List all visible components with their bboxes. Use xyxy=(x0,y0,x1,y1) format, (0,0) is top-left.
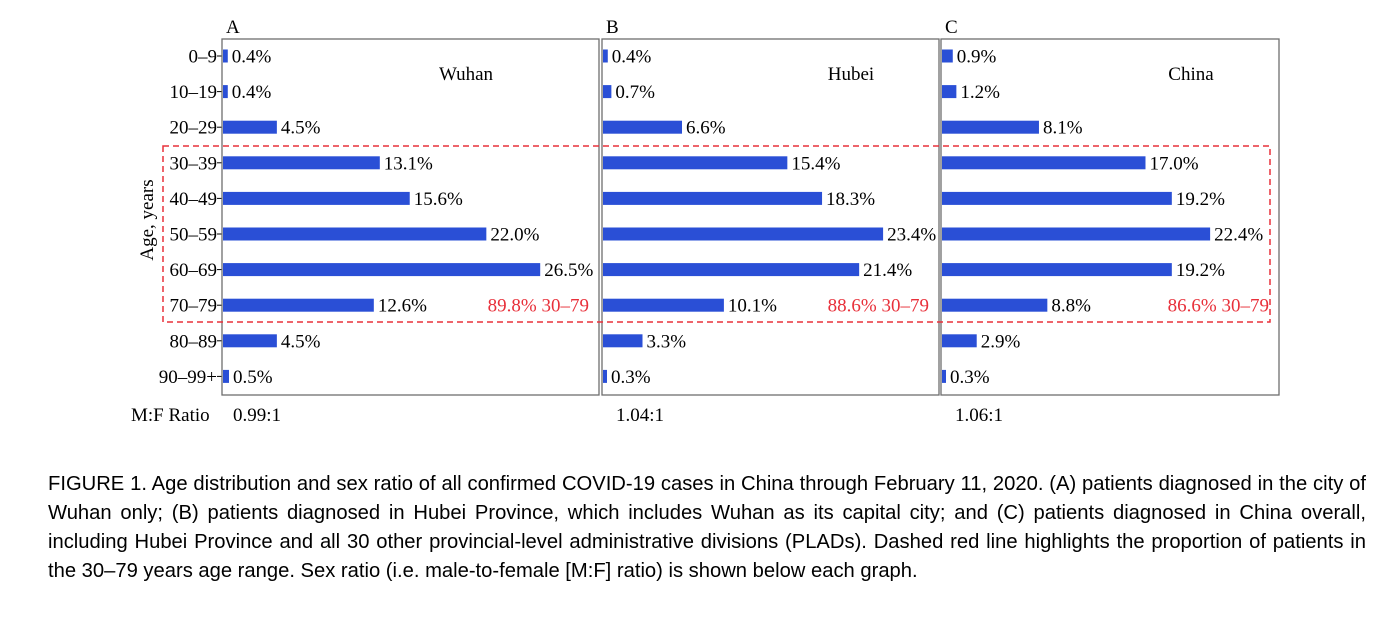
bar xyxy=(603,120,683,134)
chart-panels: A Wuhan 0.4% 0.4% 4.5% 13.1% 15.6% 22.0%26.5% 12… xyxy=(221,17,1280,426)
bar xyxy=(223,156,380,170)
bar xyxy=(603,85,612,99)
age-tick-label: 90–99+ xyxy=(159,367,217,388)
bar-value-label: 12.6% xyxy=(378,296,427,317)
bar-value-label: 22.4% xyxy=(1214,225,1263,246)
bar-value-label: 10.1% xyxy=(728,296,777,317)
bar-value-label: 4.5% xyxy=(281,118,321,139)
highlight-annotation: 88.6% 30–79 xyxy=(828,296,929,317)
panel-letter: B xyxy=(606,17,619,38)
bar-value-label: 13.1% xyxy=(384,153,433,174)
age-tick-label: 30–39 xyxy=(170,153,218,174)
bar xyxy=(223,120,277,134)
bar xyxy=(223,263,541,277)
bar-value-label: 0.4% xyxy=(232,47,272,68)
bar-value-label: 0.4% xyxy=(232,82,272,103)
y-axis-title: Age, years xyxy=(137,179,158,260)
mf-ratio-value: 1.04:1 xyxy=(616,405,664,426)
bar xyxy=(603,369,607,383)
bar-value-label: 3.3% xyxy=(647,331,687,352)
bar xyxy=(223,369,229,383)
bar xyxy=(603,227,884,241)
bar-value-label: 0.4% xyxy=(612,47,652,68)
bar-value-label: 26.5% xyxy=(544,260,593,281)
bar xyxy=(942,191,1172,205)
age-tick-label: 60–69 xyxy=(170,260,218,281)
age-tick-label: 80–89 xyxy=(170,331,218,352)
mf-ratio-label: M:F Ratio xyxy=(131,405,210,426)
panel-frame xyxy=(940,38,1280,396)
bar xyxy=(942,227,1211,241)
bar-value-label: 23.4% xyxy=(887,225,936,246)
bar xyxy=(942,156,1146,170)
bar xyxy=(603,334,643,348)
age-tick-label: 70–79 xyxy=(170,296,218,317)
bar-value-label: 2.9% xyxy=(981,331,1021,352)
highlight-annotation: 86.6% 30–79 xyxy=(1168,296,1269,317)
bar xyxy=(942,369,946,383)
panel-frame xyxy=(601,38,940,396)
highlight-30-79-box xyxy=(162,145,1271,323)
bar-value-label: 18.3% xyxy=(826,189,875,210)
age-distribution-figure: Age, years 0–9 10–19 20–29 30–39 40–49 50–59 6… xyxy=(131,17,1280,426)
mf-ratio-value: 1.06:1 xyxy=(955,405,1003,426)
mf-ratio-value: 0.99:1 xyxy=(233,405,281,426)
bar xyxy=(603,298,724,312)
bar xyxy=(223,85,228,99)
panel-frame xyxy=(221,38,600,396)
age-tick-label: 50–59 xyxy=(170,225,218,246)
bar xyxy=(942,263,1172,277)
bar xyxy=(942,334,977,348)
bar xyxy=(603,263,860,277)
bar xyxy=(942,49,953,63)
bar xyxy=(942,85,957,99)
bar-value-label: 15.4% xyxy=(791,153,840,174)
panel-c: C China 0.9% 1.2% 8.1% 17.0% 19.2% 22.4% 19.2% 8.… xyxy=(940,17,1280,426)
bar xyxy=(603,191,823,205)
panel-a: A Wuhan 0.4% 0.4% 4.5% 13.1% 15.6% 22.0%26.5% 12… xyxy=(221,17,600,426)
panel-region-label: Hubei xyxy=(828,64,874,85)
bar xyxy=(603,49,608,63)
bar-value-label: 0.5% xyxy=(233,367,273,388)
figure-caption: FIGURE 1. Age distribution and sex ratio… xyxy=(48,473,1366,582)
bar xyxy=(603,156,788,170)
age-tick-labels: 0–9 10–19 20–29 30–39 40–49 50–59 60–69 70–79 80… xyxy=(159,47,222,388)
panel-letter: C xyxy=(945,17,958,38)
bar xyxy=(223,298,374,312)
bar-value-label: 19.2% xyxy=(1176,260,1225,281)
bar xyxy=(942,298,1048,312)
bar-value-label: 6.6% xyxy=(686,118,726,139)
bar-value-label: 8.1% xyxy=(1043,118,1083,139)
bar-value-label: 19.2% xyxy=(1176,189,1225,210)
bar-value-label: 0.9% xyxy=(957,47,997,68)
panel-b: B Hubei 0.4% 0.7% 6.6% 15.4% 18.3% 23.4% 21.4% 10… xyxy=(601,17,940,426)
bar xyxy=(223,334,277,348)
bar-value-label: 0.7% xyxy=(615,82,655,103)
age-tick-label: 10–19 xyxy=(170,82,218,103)
bar xyxy=(223,191,410,205)
bar xyxy=(223,227,487,241)
bar-value-label: 17.0% xyxy=(1149,153,1198,174)
bar xyxy=(942,120,1039,134)
bar-value-label: 21.4% xyxy=(863,260,912,281)
bar-value-label: 0.3% xyxy=(950,367,990,388)
panel-region-label: China xyxy=(1168,64,1214,85)
age-tick-label: 0–9 xyxy=(189,47,218,68)
bar-value-label: 1.2% xyxy=(960,82,1000,103)
bar-value-label: 22.0% xyxy=(490,225,539,246)
bar-value-label: 15.6% xyxy=(414,189,463,210)
bar-value-label: 0.3% xyxy=(611,367,651,388)
bar xyxy=(223,49,228,63)
age-tick-label: 20–29 xyxy=(170,118,218,139)
bar-value-label: 4.5% xyxy=(281,331,321,352)
highlight-annotation: 89.8% 30–79 xyxy=(488,296,589,317)
bar-value-label: 8.8% xyxy=(1051,296,1091,317)
age-tick-label: 40–49 xyxy=(170,189,218,210)
panel-region-label: Wuhan xyxy=(439,64,494,85)
panel-letter: A xyxy=(226,17,240,38)
